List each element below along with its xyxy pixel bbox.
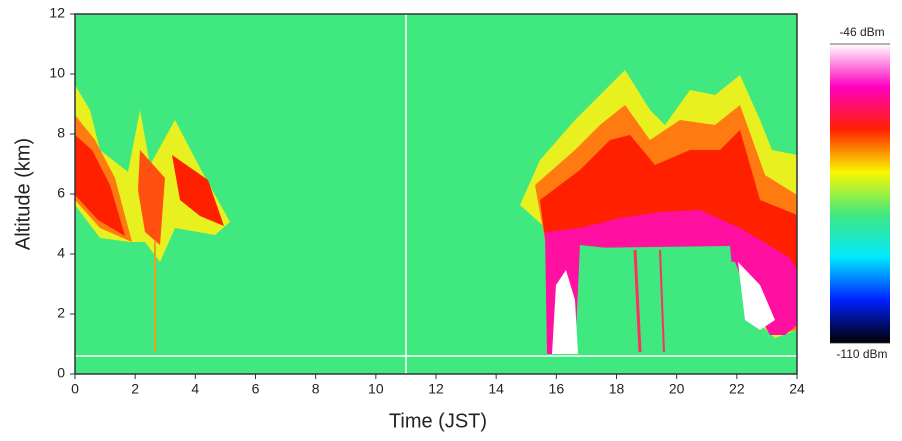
y-tick-label: 10 — [49, 65, 65, 81]
y-tick-label: 4 — [57, 245, 65, 261]
y-axis-label: Altitude (km) — [12, 138, 34, 250]
y-tick-label: 0 — [57, 365, 65, 381]
y-tick-label: 12 — [49, 5, 65, 21]
x-tick-label: 10 — [368, 381, 384, 397]
echo-right — [520, 70, 797, 354]
echo-left — [75, 85, 230, 352]
x-tick-label: 0 — [71, 381, 79, 397]
colorbar-label: -110 dBm — [836, 347, 887, 361]
x-tick-label: 18 — [609, 381, 625, 397]
colorbar-label: -46 dBm — [839, 25, 884, 39]
x-tick-label: 2 — [131, 381, 139, 397]
x-axis-label: Time (JST) — [389, 410, 487, 432]
x-tick-label: 24 — [789, 381, 805, 397]
x-tick-label: 20 — [669, 381, 685, 397]
x-tick-label: 6 — [252, 381, 260, 397]
plot-area — [75, 14, 797, 374]
colorbar — [830, 44, 890, 343]
y-tick-label: 6 — [57, 185, 65, 201]
x-tick-label: 12 — [428, 381, 444, 397]
y-tick-label: 8 — [57, 125, 65, 141]
x-tick-label: 14 — [488, 381, 504, 397]
x-tick-label: 16 — [549, 381, 565, 397]
x-tick-label: 22 — [729, 381, 745, 397]
x-tick-label: 8 — [312, 381, 320, 397]
x-tick-label: 4 — [191, 381, 199, 397]
y-tick-label: 2 — [57, 305, 65, 321]
